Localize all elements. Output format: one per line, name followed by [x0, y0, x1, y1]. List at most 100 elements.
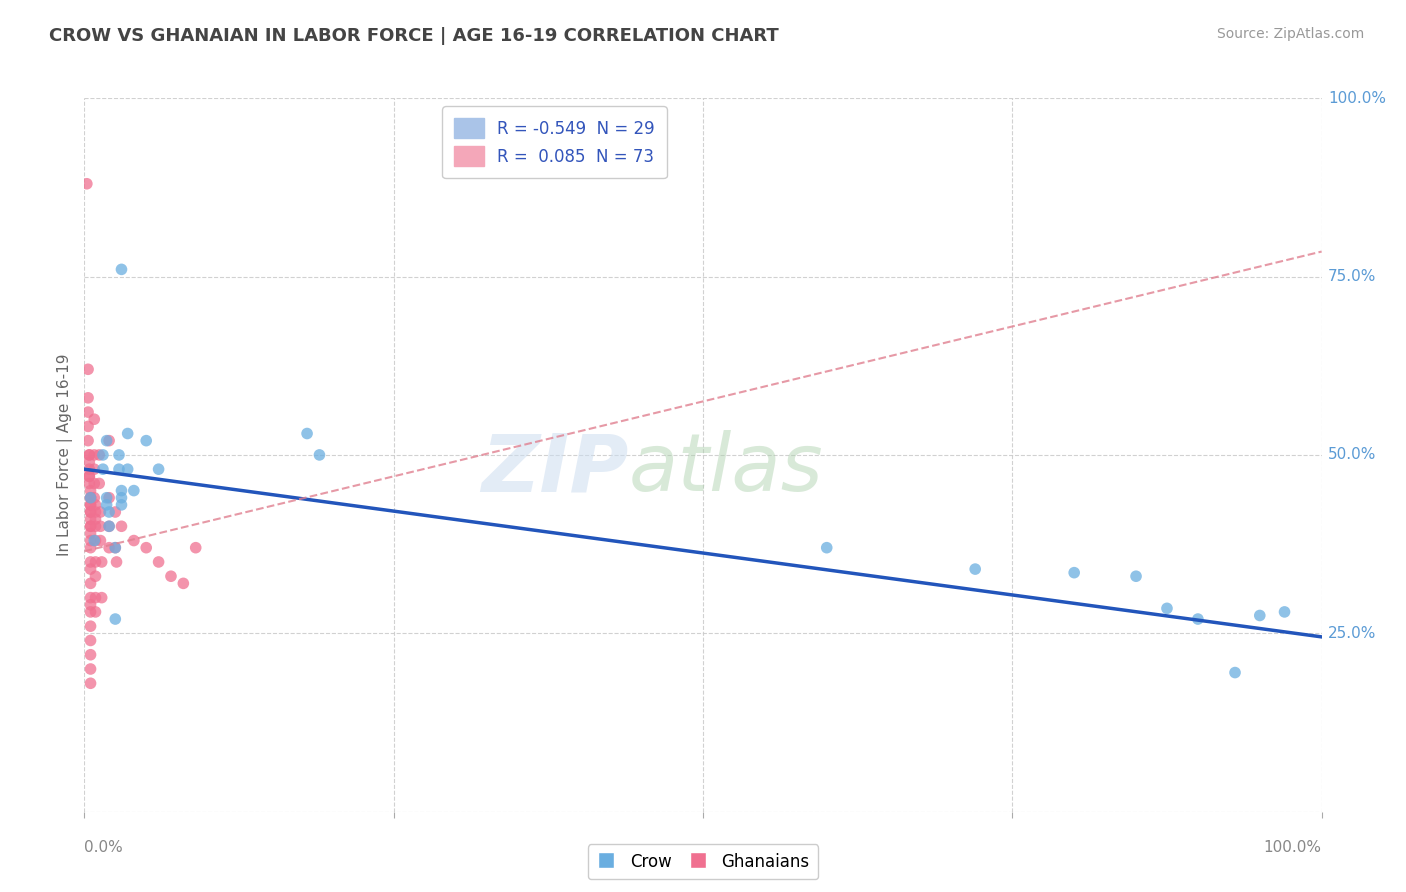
Point [96, 434, 118, 448]
Point [79, 648, 101, 662]
Legend: Crow, Ghanaians: Crow, Ghanaians [588, 845, 818, 880]
Point [91, 448, 114, 462]
Point [84, 533, 107, 548]
Point [98, 541, 121, 555]
Point [308, 448, 330, 462]
Point [83, 462, 105, 476]
Point [122, 533, 145, 548]
Point [76, 177, 98, 191]
Point [1187, 612, 1209, 626]
Point [77, 434, 100, 448]
Point [79, 455, 101, 469]
Point [79, 576, 101, 591]
Point [79, 505, 101, 519]
Point [79, 462, 101, 476]
Point [98, 519, 121, 533]
Point [79, 491, 101, 505]
Point [79, 519, 101, 533]
Point [83, 412, 105, 426]
Text: ZIP: ZIP [481, 430, 628, 508]
Point [79, 505, 101, 519]
Point [77, 419, 100, 434]
Point [84, 519, 107, 533]
Point [91, 462, 114, 476]
Point [84, 555, 107, 569]
Point [135, 434, 157, 448]
Point [1223, 665, 1246, 680]
Point [1249, 608, 1271, 623]
Point [104, 541, 127, 555]
Point [1125, 569, 1147, 583]
Point [295, 426, 318, 441]
Point [79, 605, 101, 619]
Point [84, 505, 107, 519]
Point [110, 483, 132, 498]
Point [815, 541, 838, 555]
Point [79, 598, 101, 612]
Point [104, 541, 127, 555]
Text: 100.0%: 100.0% [1327, 91, 1386, 105]
Point [110, 498, 132, 512]
Point [83, 533, 105, 548]
Point [108, 462, 131, 476]
Point [96, 491, 118, 505]
Point [83, 476, 105, 491]
Text: CROW VS GHANAIAN IN LABOR FORCE | AGE 16-19 CORRELATION CHART: CROW VS GHANAIAN IN LABOR FORCE | AGE 16… [49, 27, 779, 45]
Point [79, 519, 101, 533]
Point [79, 498, 101, 512]
Point [1156, 601, 1178, 615]
Point [104, 612, 127, 626]
Point [77, 362, 100, 376]
Point [89, 533, 111, 548]
Point [79, 498, 101, 512]
Point [79, 555, 101, 569]
Point [79, 476, 101, 491]
Point [965, 562, 987, 576]
Point [122, 483, 145, 498]
Point [77, 405, 100, 419]
Point [110, 519, 132, 533]
Point [1063, 566, 1085, 580]
Point [98, 505, 121, 519]
Point [79, 541, 101, 555]
Point [135, 541, 157, 555]
Point [84, 512, 107, 526]
Point [79, 619, 101, 633]
Point [110, 262, 132, 277]
Point [98, 491, 121, 505]
Point [77, 391, 100, 405]
Point [160, 569, 183, 583]
Point [117, 462, 139, 476]
Point [79, 491, 101, 505]
Point [104, 505, 127, 519]
Point [79, 491, 101, 505]
Point [172, 576, 194, 591]
Point [79, 448, 101, 462]
Text: 25.0%: 25.0% [1327, 626, 1376, 640]
Point [79, 469, 101, 483]
Text: 50.0%: 50.0% [1327, 448, 1376, 462]
Point [79, 512, 101, 526]
Text: 0.0%: 0.0% [84, 840, 124, 855]
Point [79, 469, 101, 483]
Point [79, 662, 101, 676]
Point [110, 491, 132, 505]
Point [148, 555, 170, 569]
Point [184, 541, 207, 555]
Point [89, 505, 111, 519]
Point [83, 491, 105, 505]
Legend: R = -0.549  N = 29, R =  0.085  N = 73: R = -0.549 N = 29, R = 0.085 N = 73 [443, 106, 666, 178]
Point [84, 605, 107, 619]
Text: Source: ZipAtlas.com: Source: ZipAtlas.com [1216, 27, 1364, 41]
Y-axis label: In Labor Force | Age 16-19: In Labor Force | Age 16-19 [58, 353, 73, 557]
Point [79, 676, 101, 690]
Text: atlas: atlas [628, 430, 824, 508]
Point [90, 591, 112, 605]
Text: 100.0%: 100.0% [1264, 840, 1322, 855]
Point [89, 476, 111, 491]
Point [148, 462, 170, 476]
Point [79, 483, 101, 498]
Point [79, 526, 101, 541]
Point [89, 448, 111, 462]
Point [117, 426, 139, 441]
